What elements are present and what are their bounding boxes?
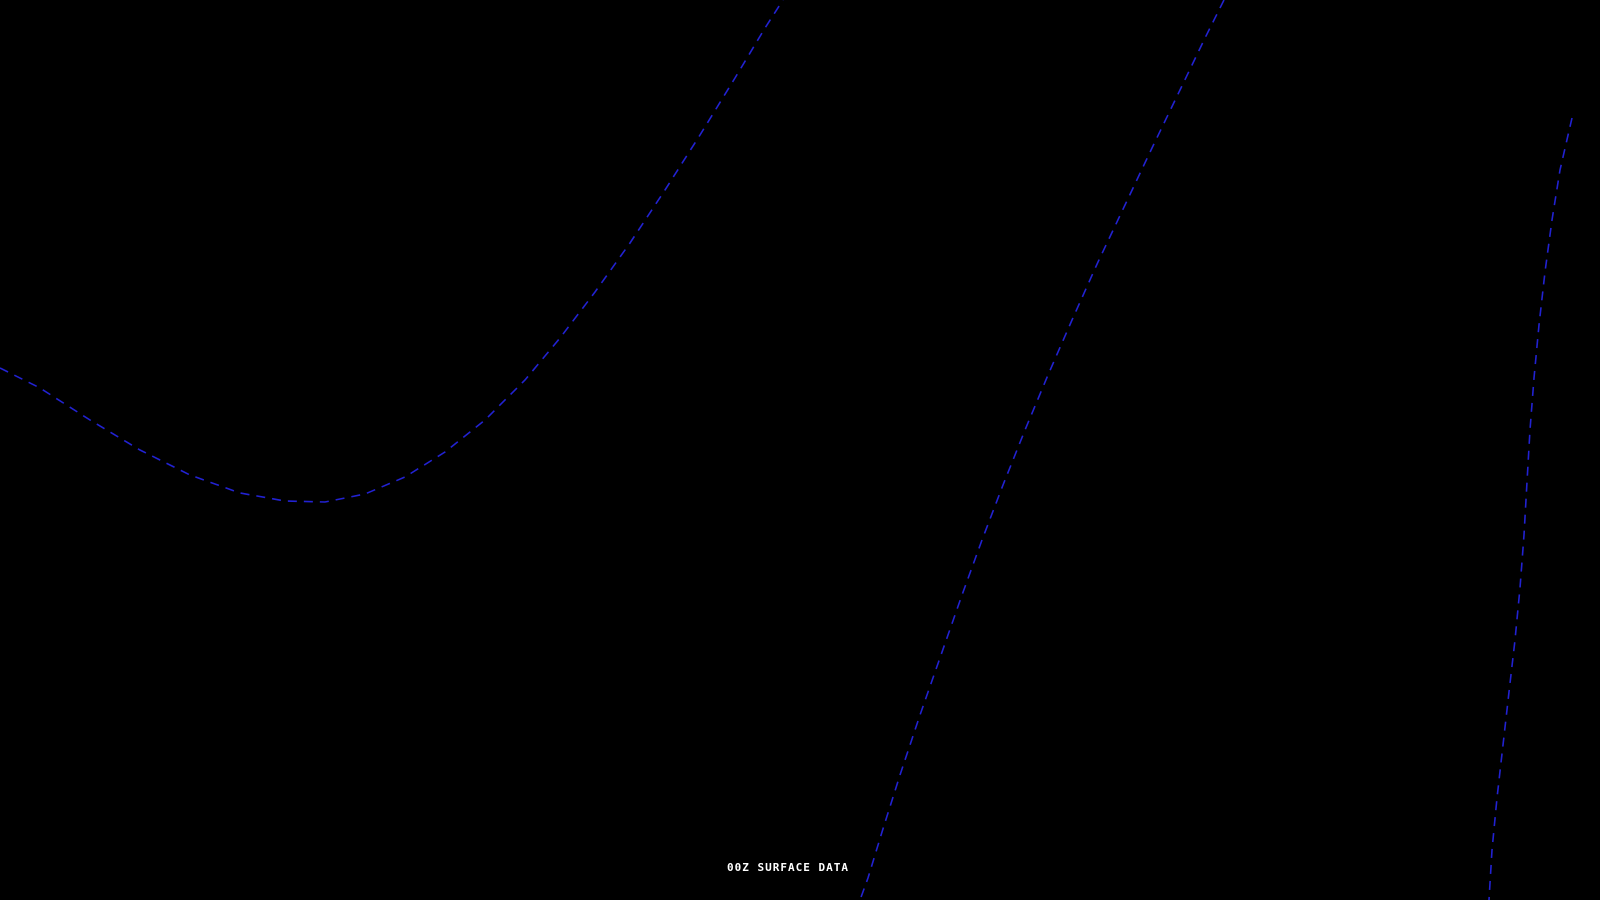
map-caption: 00Z SURFACE DATA: [727, 861, 849, 874]
contour-west-trough: [0, 0, 784, 503]
contour-central: [859, 0, 1225, 900]
contour-east: [1488, 117, 1573, 900]
